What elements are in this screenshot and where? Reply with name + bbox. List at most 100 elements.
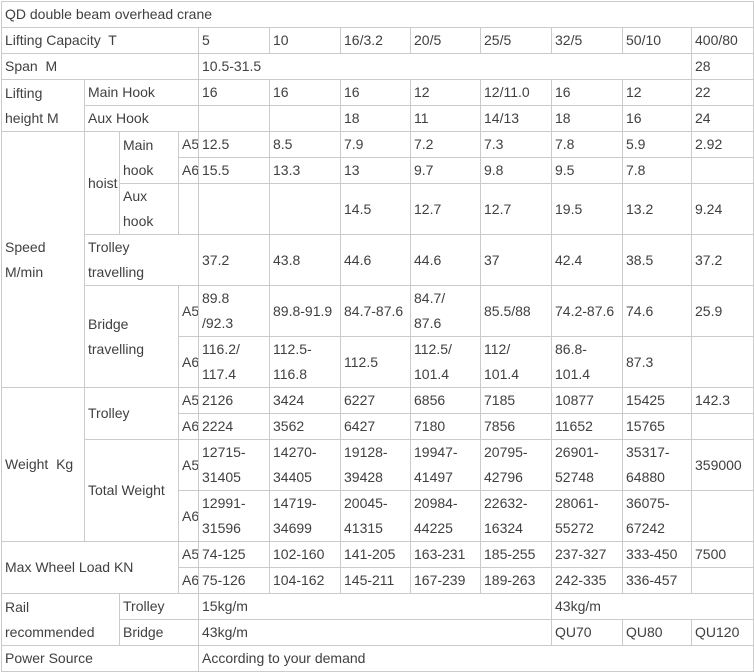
trolley-travelling-label: Trolley travelling [84,234,199,286]
value-cell: 74.6 [622,285,692,337]
trolley-travelling-row: Trolley travelling 37.2 43.8 44.6 44.6 3… [2,234,754,286]
weight-label: Weight Kg [1,387,85,542]
value-cell: 11 [410,105,481,132]
value-cell: 38.5 [622,234,692,286]
value-cell: 237-327 [551,541,623,568]
value-cell: 15kg/m [198,593,552,620]
value-cell: 7.3 [480,131,552,158]
value-cell: 16 [622,105,692,132]
value-cell: 9.7 [410,157,481,184]
value-cell: 24 [690,105,754,132]
value-cell: 44.6 [340,234,411,286]
value-cell: 336-457 [622,567,692,594]
value-cell: 141-205 [340,541,411,568]
value-cell: 19947- 41497 [410,439,481,491]
capacity-col-header: 50/10 [622,27,692,54]
value-cell: 112.5/ 101.4 [410,336,481,388]
value-cell: 20984- 44225 [410,490,481,542]
hoist-main-hook-label: Main hook [119,131,179,184]
hoist-aux-hook-row: Aux hook 14.5 12.7 12.7 19.5 13.2 9.24 [2,183,754,235]
bridge-travelling-a5-row: Bridge travelling A5 89.8 /92.3 89.8-91.… [2,285,754,388]
value-cell [690,413,754,440]
value-cell: 102-160 [269,541,341,568]
value-cell: 12.7 [410,183,481,235]
power-source-label: Power Source [1,645,199,672]
value-cell: 84.7/ 87.6 [410,285,481,337]
grade-a6-label: A6 [178,567,199,594]
rail-trolley-row: Rail recommended Trolley 15kg/m 43kg/m [1,593,754,646]
value-cell: 20045- 41315 [340,490,411,542]
value-cell: 189-263 [480,567,552,594]
value-cell: 74-125 [198,541,270,568]
value-cell [269,105,341,132]
value-cell: 89.8 /92.3 [198,285,270,337]
title-row: QD double beam overhead crane [0,1,754,28]
value-cell: 14.5 [340,183,411,235]
rail-bridge-label: Bridge [119,619,199,646]
hoist-aux-hook-label: Aux hook [119,183,179,235]
total-weight-a6-row: A6 12991- 31596 14719- 34699 20045- 4131… [2,490,754,542]
value-cell: 16 [340,79,411,106]
value-cell: 7856 [480,413,552,440]
value-cell: 142.3 [690,387,754,414]
grade-a5-label: A5 [178,131,199,158]
value-cell: 74.2-87.6 [551,285,623,337]
value-cell: 145-211 [340,567,411,594]
value-cell: 167-239 [410,567,481,594]
value-cell: 35317- 64880 [622,439,692,491]
value-cell: 19.5 [551,183,623,235]
hoist-main-hook-a6-row: A6 15.5 13.3 13 9.7 9.8 9.5 7.8 [2,157,754,184]
lifting-height-main-hook-row: Lifting height M Main Hook 16 16 16 12 1… [1,79,754,132]
value-cell: 87.3 [622,336,692,388]
value-cell: 5.9 [622,131,692,158]
value-cell: 43kg/m [550,593,754,620]
value-cell [198,105,270,132]
capacity-col-header: 16/3.2 [340,27,411,54]
grade-empty-cell [178,183,199,235]
value-cell: 43.8 [269,234,341,286]
value-cell: 15.5 [198,157,270,184]
grade-a5-label: A5 [178,387,199,414]
grade-a5-label: A5 [178,541,199,568]
bridge-travelling-label: Bridge travelling [84,285,179,388]
value-cell: 16 [198,79,270,106]
table-title: QD double beam overhead crane [0,1,754,28]
capacity-row: Lifting Capacity T 5 10 16/3.2 20/5 25/5… [1,27,754,54]
value-cell: 13 [340,157,411,184]
max-wheel-a5-row: Max Wheel Load KN A5 74-125 102-160 141-… [1,541,754,594]
value-cell [690,567,754,594]
value-cell: 7.9 [340,131,411,158]
lifting-capacity-label: Lifting Capacity T [1,27,199,54]
value-cell: 163-231 [410,541,481,568]
value-cell: 15425 [622,387,692,414]
value-cell: 25.9 [690,285,754,337]
value-cell: 19128- 39428 [340,439,411,491]
value-cell: 3424 [269,387,341,414]
value-cell: 185-255 [480,541,552,568]
aux-hook-label: Aux Hook [84,105,199,132]
value-cell: 2224 [198,413,270,440]
value-cell: 9.8 [480,157,552,184]
value-cell: 10.5-31.5 [198,53,692,80]
grade-a6-label: A6 [178,157,199,184]
hoist-label: hoist [84,131,120,235]
value-cell: 37.2 [690,234,754,286]
value-cell: 16 [269,79,341,106]
lifting-height-label: Lifting height M [1,79,85,132]
value-cell: 11652 [551,413,623,440]
value-cell: 7.8 [622,157,692,184]
capacity-col-header: 10 [269,27,341,54]
value-cell: 12 [410,79,481,106]
value-cell: 20795- 42796 [480,439,552,491]
value-cell: QU120 [690,619,754,646]
hoist-main-hook-a5-row: Speed M/min hoist Main hook A5 12.5 8.5 … [1,131,754,388]
value-cell: 15765 [622,413,692,440]
value-cell: 26901- 52748 [551,439,623,491]
value-cell: 3562 [269,413,341,440]
value-cell: 12.5 [198,131,270,158]
grade-a6-label: A6 [178,336,199,388]
lifting-height-aux-hook-row: Aux Hook 18 11 14/13 18 16 24 [2,105,754,132]
max-wheel-load-label: Max Wheel Load KN [1,541,179,594]
value-cell: 18 [340,105,411,132]
